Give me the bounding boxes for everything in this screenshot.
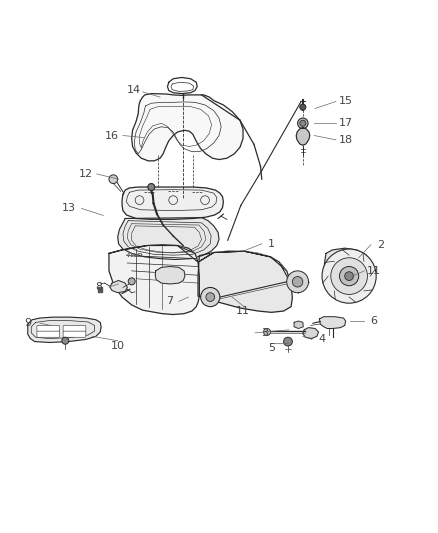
Text: 7: 7: [166, 296, 173, 306]
Text: 8: 8: [95, 282, 102, 292]
Text: 5: 5: [268, 343, 275, 353]
Polygon shape: [296, 128, 310, 145]
Text: 13: 13: [61, 204, 75, 213]
FancyBboxPatch shape: [37, 331, 60, 337]
Text: 6: 6: [371, 316, 378, 326]
Circle shape: [287, 271, 308, 293]
Text: 4WD: 4WD: [126, 253, 142, 258]
Polygon shape: [324, 248, 373, 296]
Polygon shape: [109, 245, 291, 284]
Polygon shape: [294, 321, 303, 328]
Circle shape: [339, 266, 359, 286]
Polygon shape: [110, 280, 127, 293]
Text: 1: 1: [268, 239, 275, 249]
Circle shape: [62, 337, 69, 344]
Circle shape: [148, 183, 155, 190]
Circle shape: [322, 249, 376, 303]
Polygon shape: [198, 251, 292, 312]
Circle shape: [345, 272, 353, 280]
Polygon shape: [303, 328, 318, 338]
FancyBboxPatch shape: [37, 326, 60, 332]
Circle shape: [201, 287, 220, 306]
Circle shape: [264, 328, 271, 335]
Polygon shape: [319, 317, 346, 328]
Text: 16: 16: [105, 131, 119, 141]
Text: 18: 18: [339, 135, 353, 145]
Text: 15: 15: [339, 96, 353, 107]
Text: 4: 4: [318, 334, 325, 344]
Circle shape: [284, 337, 292, 346]
Text: 17: 17: [339, 118, 353, 128]
Text: 14: 14: [127, 85, 141, 95]
FancyBboxPatch shape: [63, 331, 86, 337]
Circle shape: [128, 278, 135, 285]
Circle shape: [300, 104, 306, 110]
Polygon shape: [132, 94, 243, 161]
FancyBboxPatch shape: [63, 326, 86, 332]
Text: 9: 9: [24, 318, 32, 328]
Polygon shape: [118, 217, 219, 260]
Circle shape: [292, 277, 303, 287]
Circle shape: [297, 118, 308, 128]
Circle shape: [109, 175, 118, 183]
Polygon shape: [109, 245, 199, 314]
Polygon shape: [98, 287, 102, 292]
Polygon shape: [122, 187, 223, 220]
Polygon shape: [28, 317, 101, 343]
Text: 12: 12: [79, 169, 93, 179]
Circle shape: [331, 258, 367, 294]
Polygon shape: [155, 266, 185, 284]
Text: 2: 2: [377, 240, 384, 249]
Text: 11: 11: [236, 306, 250, 316]
Polygon shape: [167, 77, 197, 94]
Text: 11: 11: [367, 266, 381, 276]
Circle shape: [206, 293, 215, 302]
Text: 3: 3: [261, 328, 268, 338]
Text: 10: 10: [111, 341, 125, 351]
Circle shape: [300, 120, 306, 126]
